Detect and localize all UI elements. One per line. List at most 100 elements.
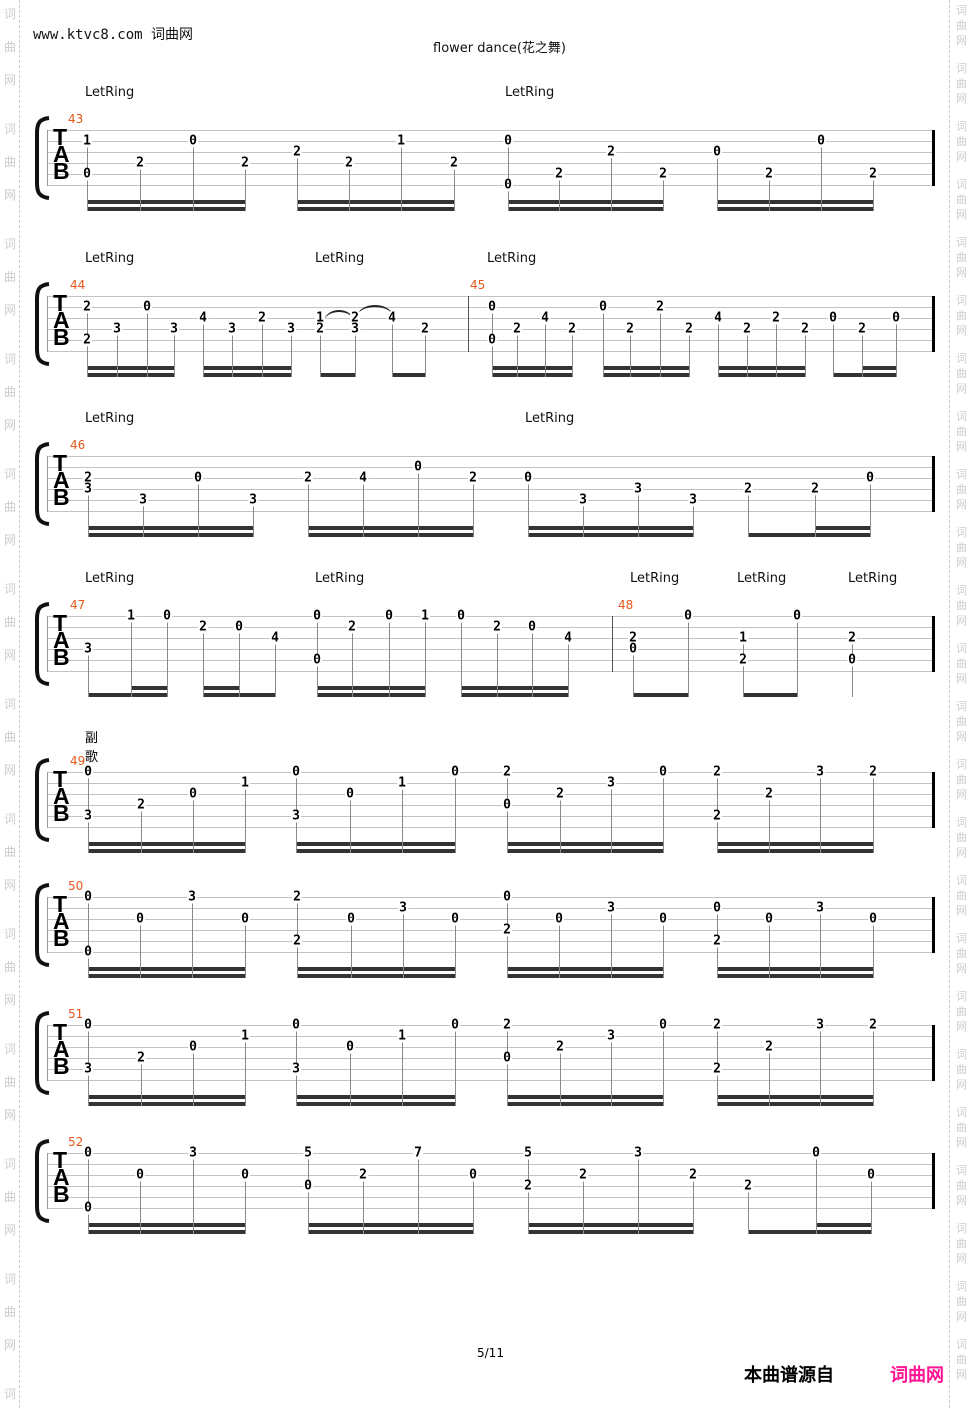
note-stem <box>769 800 770 853</box>
footer-site-link[interactable]: 词曲网 <box>890 1365 944 1386</box>
note-stem <box>198 484 199 537</box>
note-stem <box>689 335 690 377</box>
note-stem <box>769 925 770 978</box>
fret-number: 0 <box>142 299 152 315</box>
barline-end <box>932 1153 935 1209</box>
fret-number: 0 <box>83 1017 93 1033</box>
note-stem <box>203 324 204 377</box>
beam <box>87 366 175 370</box>
letring-label: LetRing <box>85 85 135 100</box>
note-stem <box>896 324 897 377</box>
beam <box>748 1230 872 1234</box>
watermark-char: 曲 <box>956 947 967 960</box>
note-stem <box>583 1181 584 1234</box>
beam <box>461 686 569 690</box>
barline-start <box>47 456 48 512</box>
watermark-char: 网 <box>956 382 967 395</box>
note-stem <box>688 622 689 697</box>
beam <box>507 974 664 978</box>
note-stem <box>497 633 498 697</box>
beam <box>88 1230 246 1234</box>
tab-clef-letter: T <box>53 290 68 316</box>
note-stem <box>660 313 661 377</box>
note-stem <box>147 313 148 377</box>
barline-end <box>932 897 935 953</box>
fret-number: 2 <box>712 1017 722 1033</box>
staff-line <box>47 478 935 479</box>
watermark-char: 词 <box>956 874 967 887</box>
fret-number: 4 <box>198 310 208 326</box>
watermark-char: 词 <box>956 410 967 423</box>
beam <box>717 842 874 846</box>
staff-line <box>47 772 935 773</box>
fret-number: 3 <box>169 321 179 337</box>
note-stem <box>140 169 141 211</box>
fret-number: 1 <box>126 608 136 624</box>
fret-number: 1 <box>396 133 406 149</box>
note-stem <box>351 925 352 978</box>
note-stem <box>873 1031 874 1106</box>
dashed-border-line <box>19 0 20 1408</box>
staff-line <box>47 627 935 628</box>
fret-number: 2 <box>523 1178 533 1194</box>
beam <box>833 373 897 377</box>
fret-number: 0 <box>240 911 250 927</box>
watermark-char: 曲 <box>956 193 967 206</box>
watermark-char: 词 <box>956 120 967 133</box>
fret-number: 3 <box>83 481 93 497</box>
beam <box>718 373 806 377</box>
tab-clef-letter: B <box>53 1181 70 1207</box>
tab-clef-letter: A <box>53 627 70 653</box>
beam <box>88 967 246 971</box>
fret-number: 0 <box>865 470 875 486</box>
watermark-char: 网 <box>956 208 967 221</box>
fret-number: 2 <box>764 786 774 802</box>
system-bracket <box>35 442 50 526</box>
system-bracket <box>35 758 50 842</box>
beam <box>308 1223 474 1227</box>
fret-number: 2 <box>198 619 208 635</box>
beam <box>308 526 474 530</box>
beam <box>297 974 456 978</box>
note-stem <box>193 800 194 853</box>
fret-number: 2 <box>847 630 857 646</box>
fret-number: 3 <box>578 492 588 508</box>
note-stem <box>308 484 309 537</box>
staff-line <box>47 816 935 817</box>
note-stem <box>693 1181 694 1234</box>
note-stem <box>473 1181 474 1234</box>
note-stem <box>748 495 749 537</box>
note-stem <box>88 1159 89 1234</box>
beam <box>88 849 246 853</box>
note-stem <box>349 169 350 211</box>
tab-clef-letter: A <box>53 307 70 333</box>
note-stem <box>193 1053 194 1106</box>
fret-number: 3 <box>815 764 825 780</box>
note-stem <box>568 644 569 697</box>
note-stem <box>418 473 419 537</box>
beam <box>87 373 175 377</box>
note-stem <box>663 180 664 211</box>
staff-line <box>47 649 935 650</box>
fret-number: 0 <box>847 652 857 668</box>
staff-line <box>47 941 935 942</box>
watermark-char: 网 <box>4 533 17 547</box>
fret-number: 2 <box>764 1039 774 1055</box>
beam <box>87 200 246 204</box>
fret-number: 2 <box>303 470 313 486</box>
watermark-char: 曲 <box>956 599 967 612</box>
fret-number: 0 <box>503 177 513 193</box>
watermark-char: 词 <box>4 1042 17 1056</box>
watermark-char: 词 <box>4 812 17 826</box>
beam <box>297 967 456 971</box>
fret-number: 0 <box>193 470 203 486</box>
note-stem <box>630 335 631 377</box>
tab-clef-letter: T <box>53 1019 68 1045</box>
note-stem <box>797 622 798 697</box>
fret-number: 2 <box>555 786 565 802</box>
fret-number: 2 <box>712 808 722 824</box>
note-stem <box>693 506 694 537</box>
fret-number: 0 <box>240 1167 250 1183</box>
fret-number: 2 <box>136 797 146 813</box>
fret-number: 1 <box>82 133 92 149</box>
